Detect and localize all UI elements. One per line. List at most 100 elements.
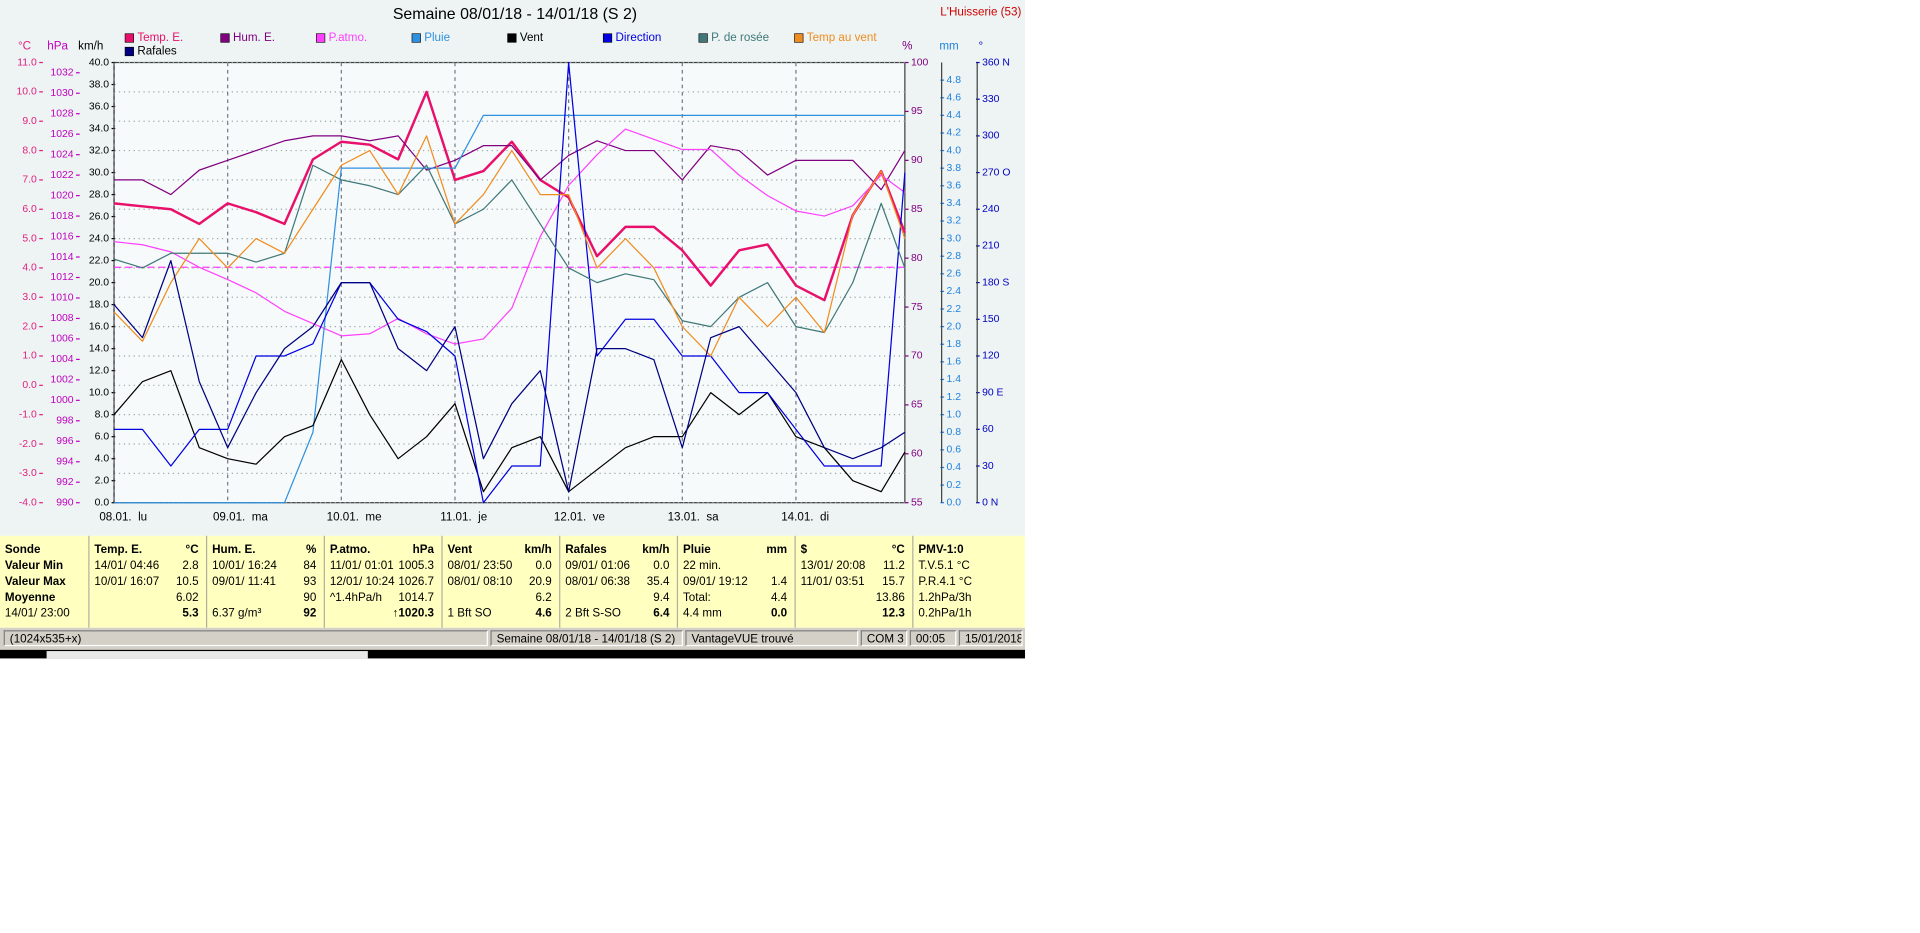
table-cell: 1.2hPa/3h — [918, 590, 1017, 606]
y-tick-label: 240 — [982, 204, 1000, 215]
status-bar: (1024x535+x) Semaine 08/01/18 - 14/01/18 … — [0, 627, 1026, 650]
y-tick-label: 2.4 — [947, 286, 962, 297]
chart: Semaine 08/01/18 - 14/01/18 (S 2) L'Huis… — [0, 0, 1026, 536]
table-cell: 09/01/ 01:06 0.0 — [565, 558, 669, 574]
legend-label: Hum. E. — [233, 31, 275, 44]
legend-label: P.atmo. — [329, 31, 368, 44]
cell-value: 35.4 — [646, 575, 670, 589]
y-tick-label: 180 S — [982, 277, 1009, 288]
y-tick-label: 34.0 — [89, 123, 109, 134]
table-cell: 13/01/ 20:08 11.2 — [801, 558, 905, 574]
y-tick-label: 1000 — [50, 395, 73, 406]
y-tick-label: 1018 — [50, 211, 73, 222]
y-tick-label: 994 — [56, 457, 74, 468]
y-tick-label: 10.0 — [17, 87, 37, 98]
y-tick-label: 55 — [911, 497, 923, 508]
y-tick-label: 3.0 — [22, 292, 37, 303]
y-tick-label: 0.2 — [947, 480, 962, 491]
cell-label: 11/01/ 03:51 — [800, 575, 865, 589]
y-tick-label: 1028 — [50, 108, 73, 119]
y-tick-label: 0.8 — [947, 427, 962, 438]
y-tick-label: 998 — [56, 416, 74, 427]
table-cell: P.R.4.1 °C — [918, 574, 1017, 590]
y-tick-label: 990 — [56, 497, 74, 508]
table-cell: 12.3 — [801, 606, 905, 622]
x-tick-label: 13.01. sa — [668, 510, 720, 523]
header-title: Pluie — [682, 543, 711, 557]
y-tick-label: 4.8 — [947, 75, 962, 86]
scrollbar[interactable] — [0, 649, 1026, 659]
y-tick-label: 80 — [911, 253, 923, 264]
column-header: Temp. E. °C — [94, 542, 198, 558]
column-header: Pluie mm — [683, 542, 787, 558]
y-tick-label: 270 O — [982, 167, 1010, 178]
cell-value: 1014.7 — [398, 590, 435, 605]
cell-value: 13.86 — [875, 590, 905, 605]
y-tick-label: 70 — [911, 351, 923, 362]
header-title: Rafales — [565, 543, 607, 557]
cell-label: 1.2hPa/3h — [918, 590, 972, 605]
cell-value: 1.4 — [770, 575, 788, 589]
legend-label: Vent — [520, 31, 544, 44]
status-field: (1024x535+x) — [3, 630, 488, 647]
legend-swatch — [602, 33, 613, 43]
cell-value: 6.02 — [175, 590, 199, 605]
column-header: Rafales km/h — [565, 542, 669, 558]
y-tick-label: 18.0 — [89, 299, 109, 310]
y-tick-label: 0.0 — [22, 380, 37, 391]
app-window: Semaine 08/01/18 - 14/01/18 (S 2) L'Huis… — [0, 0, 1026, 659]
y-tick-label: 20.0 — [89, 277, 109, 288]
y-tick-label: 2.8 — [947, 251, 962, 262]
legend-swatch — [794, 33, 804, 43]
table-cell: 10/01/ 16:07 10.5 — [94, 574, 198, 590]
y-tick-label: 330 — [982, 94, 1000, 105]
y-tick-label: 1010 — [50, 293, 73, 304]
cell-label: 6.37 g/m³ — [212, 606, 262, 621]
cell-value: 15.7 — [882, 575, 905, 589]
y-tick-label: 1.0 — [22, 351, 37, 362]
series-line — [114, 114, 905, 504]
cell-label: 10/01/ 16:24 — [212, 559, 277, 573]
table-cell: Total: 4.4 — [683, 590, 787, 606]
cell-value: 6.2 — [535, 590, 552, 605]
table-cell: 09/01/ 19:12 1.4 — [683, 574, 787, 590]
plot-area — [113, 61, 906, 504]
y-tick-label: 3.2 — [947, 216, 962, 227]
legend-label: Temp au vent — [807, 31, 878, 44]
cell-label: 14/01/ 04:46 — [94, 559, 160, 573]
y-tick-label: -4.0 — [19, 497, 37, 508]
table-cell: 08/01/ 06:38 35.4 — [565, 574, 669, 590]
cell-label: 12/01/ 10:24 — [329, 575, 395, 589]
y-tick-label: 0.0 — [95, 497, 110, 508]
cell-label: 13/01/ 20:08 — [800, 559, 866, 573]
y-tick-label: 1016 — [50, 231, 73, 242]
status-field: COM 3 — [860, 630, 908, 647]
y-tick-label: 1012 — [50, 272, 73, 283]
series-line — [113, 135, 906, 357]
legend-swatch — [316, 33, 326, 43]
cell-label: 08/01/ 23:50 — [447, 559, 513, 573]
y-tick-label: 1022 — [50, 170, 73, 181]
y-tick-label: 360 N — [982, 57, 1010, 68]
y-tick-label: 4.4 — [947, 110, 962, 121]
y-tick-label: 1004 — [50, 354, 73, 365]
axis-title: hPa — [47, 40, 68, 53]
y-tick-label: 4.0 — [22, 263, 37, 274]
y-tick-label: 28.0 — [89, 189, 109, 200]
header-title: Vent — [447, 543, 473, 557]
y-tick-label: -3.0 — [19, 468, 37, 479]
y-tick-label: 8.0 — [22, 145, 37, 156]
axis-title: ° — [979, 40, 984, 53]
cell-label: 14/01/ 23:00 — [4, 606, 70, 621]
table-cell: 10/01/ 16:24 84 — [212, 558, 316, 574]
status-field: Semaine 08/01/18 - 14/01/18 (S 2) — [490, 630, 683, 647]
cell-value: 6.4 — [653, 606, 670, 621]
legend-swatch — [698, 33, 708, 43]
cell-value: 9.4 — [653, 590, 670, 605]
y-tick-label: 60 — [982, 424, 994, 435]
scroll-thumb[interactable] — [46, 651, 368, 659]
y-tick-label: 6.0 — [95, 431, 110, 442]
legend-swatch — [124, 33, 134, 43]
y-tick-label: 2.0 — [95, 475, 110, 486]
cell-value: 0.0 — [770, 606, 788, 621]
